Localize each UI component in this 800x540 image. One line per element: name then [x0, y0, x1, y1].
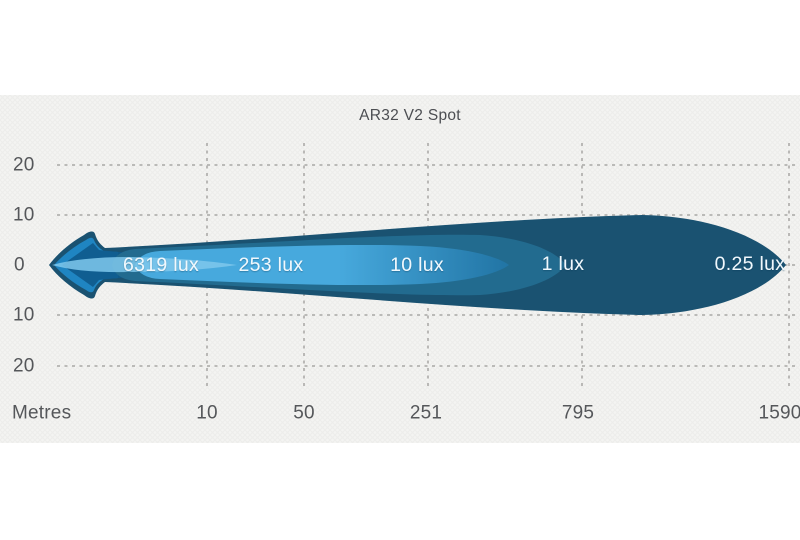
chart-title: AR32 V2 Spot: [359, 107, 461, 124]
y-tick-lower-10: 10: [13, 305, 35, 326]
y-tick-upper-10: 10: [13, 205, 35, 226]
lux-label-10: 10 lux: [390, 254, 444, 276]
lux-label-6319: 6319 lux: [123, 254, 199, 276]
y-tick-zero: 0: [14, 255, 25, 276]
beam-shape: [49, 215, 786, 315]
beam-core-lens: [135, 244, 509, 286]
y-tick-upper-20: 20: [13, 155, 35, 176]
x-axis-unit-label: Metres: [12, 403, 71, 424]
x-tick-50m: 50: [293, 403, 315, 424]
x-tick-1590m: 1590: [758, 403, 800, 424]
x-tick-251m: 251: [410, 403, 442, 424]
y-tick-lower-20: 20: [13, 356, 35, 377]
x-axis-labels: Metres 10 50 251 795 1590: [12, 403, 800, 424]
x-tick-795m: 795: [562, 403, 594, 424]
lux-labels: 6319 lux 253 lux 10 lux 1 lux 0.25 lux: [123, 253, 785, 276]
y-axis-labels: 20 10 0 10 20: [13, 155, 35, 377]
beam-highlight-streak: [52, 257, 237, 273]
lux-label-1: 1 lux: [542, 253, 585, 275]
lux-label-025: 0.25 lux: [715, 253, 786, 275]
x-tick-10m: 10: [196, 403, 218, 424]
lux-label-253: 253 lux: [239, 254, 304, 276]
